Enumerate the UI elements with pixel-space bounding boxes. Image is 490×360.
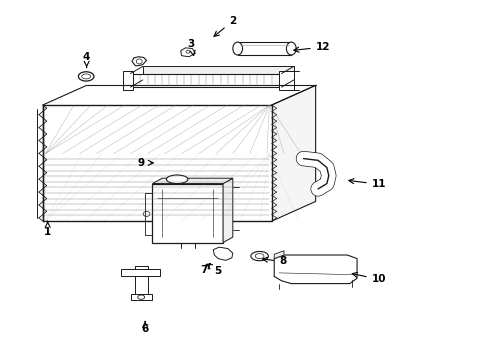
- Polygon shape: [130, 294, 152, 300]
- Polygon shape: [135, 276, 147, 296]
- Polygon shape: [272, 85, 316, 221]
- Polygon shape: [123, 71, 133, 90]
- Polygon shape: [279, 71, 294, 90]
- Polygon shape: [274, 251, 284, 258]
- Ellipse shape: [78, 72, 94, 81]
- Text: 10: 10: [352, 272, 386, 284]
- Text: 9: 9: [138, 158, 153, 168]
- Text: 6: 6: [142, 321, 149, 334]
- Polygon shape: [121, 269, 160, 276]
- Polygon shape: [143, 66, 294, 80]
- Polygon shape: [223, 178, 233, 243]
- Text: 4: 4: [83, 52, 90, 67]
- Text: 11: 11: [349, 179, 386, 189]
- Text: 5: 5: [207, 264, 222, 276]
- Polygon shape: [238, 42, 291, 55]
- Polygon shape: [274, 255, 357, 284]
- Ellipse shape: [287, 42, 296, 55]
- Ellipse shape: [167, 175, 188, 184]
- Polygon shape: [213, 247, 233, 260]
- Text: 7: 7: [200, 264, 210, 275]
- Polygon shape: [130, 73, 282, 87]
- Text: 3: 3: [188, 39, 195, 55]
- Text: 2: 2: [214, 16, 237, 36]
- Ellipse shape: [251, 251, 269, 261]
- Ellipse shape: [233, 42, 243, 55]
- Polygon shape: [132, 57, 147, 66]
- Text: 1: 1: [44, 221, 51, 237]
- Text: 12: 12: [294, 42, 330, 52]
- Text: 8: 8: [263, 256, 286, 266]
- Polygon shape: [152, 184, 223, 243]
- Polygon shape: [152, 178, 233, 184]
- Polygon shape: [43, 105, 272, 221]
- Polygon shape: [181, 48, 196, 57]
